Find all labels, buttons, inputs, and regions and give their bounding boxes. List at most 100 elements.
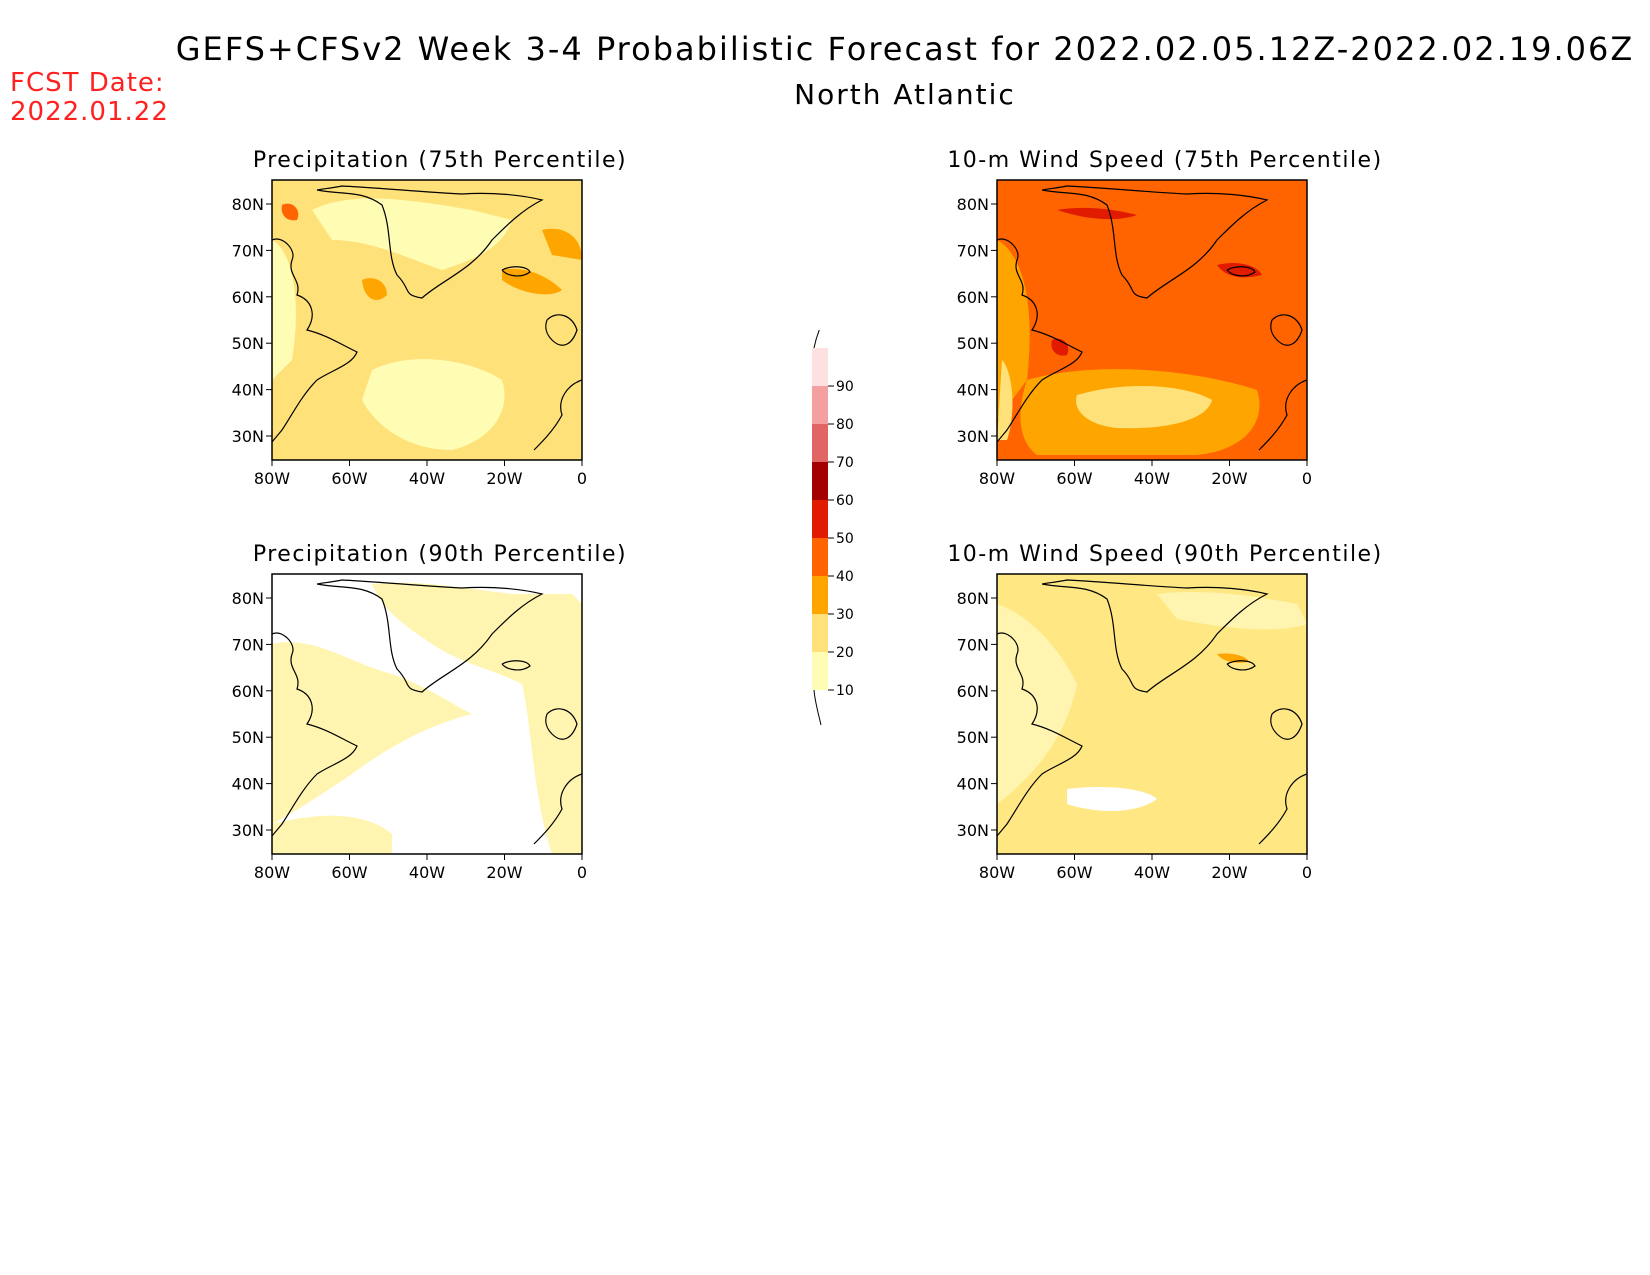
lat-tick-label: 70N: [232, 241, 264, 260]
panel-precip-90: Precipitation (90th Percentile) 80N 70N 60…: [220, 542, 660, 952]
colorbar-level-label: 30: [836, 607, 854, 623]
lon-tick-label: 20W: [1211, 469, 1247, 488]
colorbar-level-label: 20: [836, 645, 854, 661]
lat-tick-label: 80N: [957, 195, 989, 214]
colorbar-segment: [812, 614, 828, 652]
lat-tick-label: 70N: [232, 635, 264, 654]
panel-title: Precipitation (75th Percentile): [252, 148, 628, 173]
contour-region: [1217, 263, 1262, 278]
colorbar-level-label: 10: [836, 683, 854, 699]
colorbar-cap-top: [813, 327, 821, 349]
lon-tick-label: 40W: [409, 863, 445, 882]
colorbar-segment: [812, 462, 828, 500]
lat-tick-label: 50N: [957, 334, 989, 353]
contour-region: [1057, 207, 1137, 220]
lat-tick-label: 60N: [232, 682, 264, 701]
coastline: [997, 579, 1307, 845]
lat-tick-label: 50N: [232, 728, 264, 747]
contour-region: [1076, 385, 1212, 429]
colorbar-svg: 10 20 30 40 50 60 70 80 90: [812, 327, 854, 726]
colorbar-level-label: 80: [836, 417, 854, 433]
lat-tick-label: 30N: [232, 427, 264, 446]
map-svg: 80N 70N 60N 50N 40N 30N 80W 60W 40W 20W 0: [957, 573, 1312, 882]
contour-region: [502, 268, 562, 295]
lon-tick-label: 80W: [979, 863, 1015, 882]
lat-tick-label: 70N: [957, 241, 989, 260]
colorbar-segment: [812, 576, 828, 614]
contour-region: [272, 240, 296, 380]
lat-tick-label: 40N: [232, 381, 264, 400]
contour-region: [1157, 592, 1307, 630]
panel-title: Precipitation (90th Percentile): [252, 542, 628, 567]
lon-tick-label: 80W: [254, 863, 290, 882]
contour-region: [372, 582, 582, 854]
coastline: [997, 185, 1307, 451]
panel-wind-75: 10-m Wind Speed (75th Percentile) 80N 70N…: [945, 148, 1385, 558]
map-svg: 80N 70N 60N 50N 40N 30N 80W 60W 40W 20W 0: [957, 179, 1312, 488]
lat-tick-label: 60N: [232, 288, 264, 307]
colorbar-level-label: 90: [836, 379, 854, 395]
lat-tick-label: 30N: [957, 427, 989, 446]
fcst-date-label: FCST Date:: [10, 68, 165, 98]
lon-tick-label: 20W: [1211, 863, 1247, 882]
lat-tick-label: 30N: [957, 821, 989, 840]
contour-region: [542, 228, 582, 260]
colorbar-segment: [812, 500, 828, 538]
region-subtitle: North Atlantic: [794, 78, 1016, 111]
colorbar-segment: [812, 348, 828, 386]
colorbar-legend: 10 20 30 40 50 60 70 80 90: [790, 327, 870, 740]
lat-tick-label: 30N: [232, 821, 264, 840]
lon-tick-label: 40W: [409, 469, 445, 488]
lon-tick-label: 60W: [331, 469, 367, 488]
map-svg: 80N 70N 60N 50N 40N 30N 80W 60W 40W 20W 0: [232, 179, 587, 488]
panel-precip-75: Precipitation (75th Percentile) 80N 70N 60…: [220, 148, 660, 558]
lon-tick-label: 60W: [1056, 863, 1092, 882]
lon-tick-label: 60W: [331, 863, 367, 882]
lon-tick-label: 80W: [254, 469, 290, 488]
lon-tick-label: 80W: [979, 469, 1015, 488]
fcst-date-value: 2022.01.22: [10, 97, 169, 127]
lat-tick-label: 60N: [957, 682, 989, 701]
colorbar-level-label: 40: [836, 569, 854, 585]
lon-tick-label: 40W: [1134, 863, 1170, 882]
contour-region: [272, 815, 392, 854]
lon-tick-label: 0: [1302, 863, 1312, 882]
lon-tick-label: 20W: [486, 469, 522, 488]
colorbar-segment: [812, 652, 828, 690]
colorbar-level-label: 70: [836, 455, 854, 471]
main-title: GEFS+CFSv2 Week 3-4 Probabilistic Foreca…: [175, 30, 1635, 68]
colorbar-level-label: 50: [836, 531, 854, 547]
contour-region: [312, 198, 512, 270]
lat-tick-label: 80N: [232, 195, 264, 214]
lat-tick-label: 80N: [957, 589, 989, 608]
contour-region: [362, 359, 505, 450]
colorbar-level-label: 60: [836, 493, 854, 509]
lat-tick-label: 40N: [957, 381, 989, 400]
lat-tick-label: 40N: [232, 775, 264, 794]
lat-tick-label: 50N: [232, 334, 264, 353]
lat-tick-label: 80N: [232, 589, 264, 608]
panel-title: 10-m Wind Speed (90th Percentile): [947, 542, 1383, 567]
contour-region: [272, 641, 472, 824]
colorbar-segment: [812, 424, 828, 462]
panel-title: 10-m Wind Speed (75th Percentile): [947, 148, 1383, 173]
lon-tick-label: 60W: [1056, 469, 1092, 488]
lon-tick-label: 20W: [486, 863, 522, 882]
lat-tick-label: 40N: [957, 775, 989, 794]
lon-tick-label: 0: [1302, 469, 1312, 488]
contour-region: [1086, 674, 1257, 734]
panel-wind-90: 10-m Wind Speed (90th Percentile) 80N 70N…: [945, 542, 1385, 952]
colorbar-cap-bottom: [813, 689, 822, 726]
coastline: [272, 185, 582, 451]
contour-region: [997, 360, 1013, 440]
coastline: [272, 579, 582, 845]
contour-region: [1067, 787, 1157, 811]
lon-tick-label: 0: [577, 863, 587, 882]
colorbar-segment: [812, 538, 828, 576]
map-svg: 80N 70N 60N 50N 40N 30N 80W 60W 40W 20W 0: [232, 573, 587, 882]
lat-tick-label: 60N: [957, 288, 989, 307]
colorbar-segment: [812, 386, 828, 424]
contour-region: [281, 203, 299, 221]
lon-tick-label: 0: [577, 469, 587, 488]
lon-tick-label: 40W: [1134, 469, 1170, 488]
